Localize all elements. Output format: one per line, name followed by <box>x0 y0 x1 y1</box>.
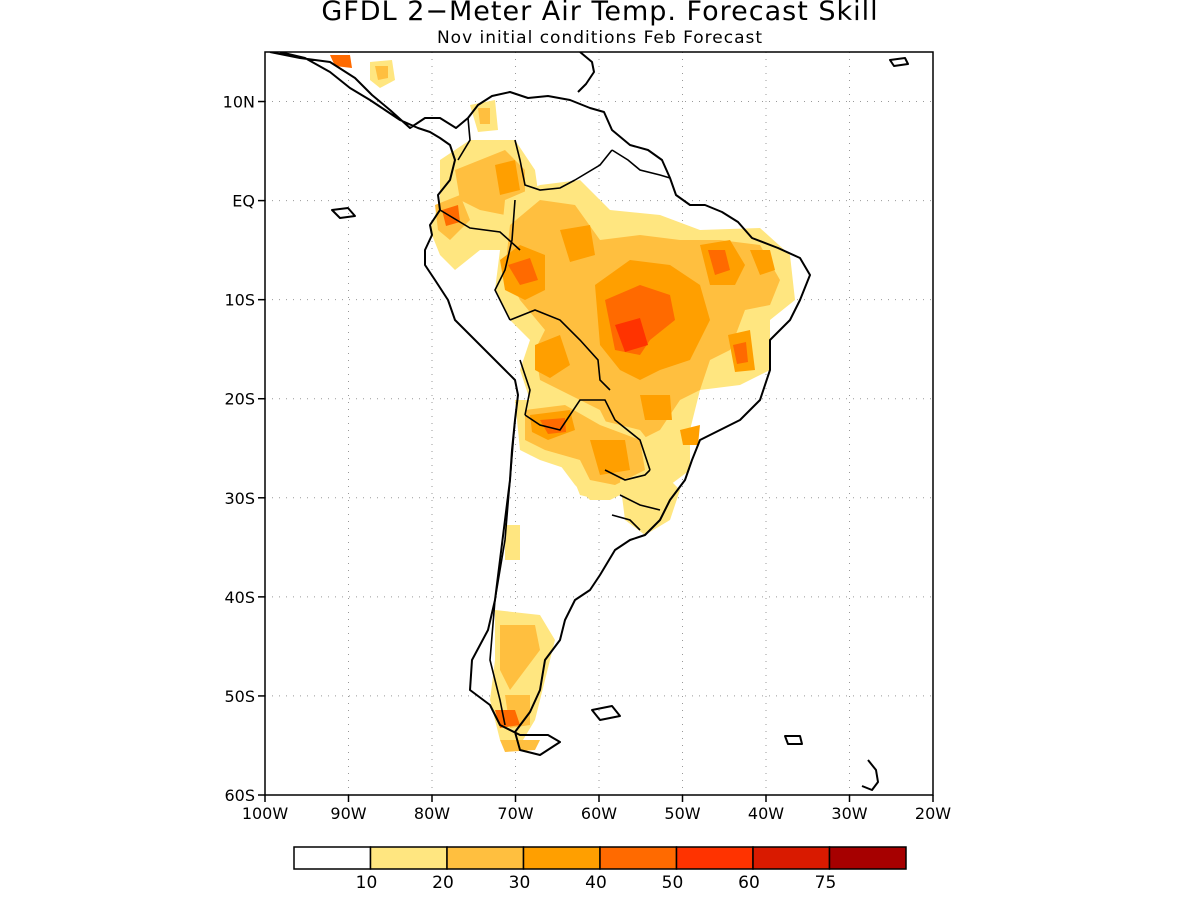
legend-swatch <box>599 846 678 870</box>
x-tick-label: 30W <box>831 804 867 823</box>
y-tick-label: 30S <box>224 489 255 508</box>
x-tick-label: 90W <box>330 804 366 823</box>
x-tick-label: 70W <box>497 804 533 823</box>
axis-labels: 100W 90W 80W 70W 60W 50W 40W 30W 20W 10N EQ 10S 20S 3… <box>223 93 952 823</box>
x-tick-label: 60W <box>581 804 617 823</box>
legend-swatch <box>752 846 831 870</box>
map-title: GFDL 2−Meter Air Temp. Forecast Skill <box>321 0 879 27</box>
y-tick-label: 10S <box>224 291 255 310</box>
skill-shading <box>330 55 795 752</box>
x-tick-label: 20W <box>915 804 951 823</box>
legend-label: 50 <box>662 873 684 893</box>
legend-swatch <box>828 846 907 870</box>
x-tick-label: 80W <box>414 804 450 823</box>
y-tick-label: 40S <box>224 588 255 607</box>
y-tick-label: 60S <box>224 786 255 805</box>
legend-swatch <box>446 846 525 870</box>
y-tick-label: 50S <box>224 687 255 706</box>
country-borders <box>439 117 671 726</box>
coastlines <box>269 52 909 791</box>
legend-label: 30 <box>509 873 531 893</box>
legend-label: 20 <box>432 873 454 893</box>
legend-swatch <box>522 846 601 870</box>
map-subtitle: Nov initial conditions Feb Forecast <box>436 28 764 48</box>
y-tick-label: 20S <box>224 390 255 409</box>
legend-label: 10 <box>356 873 378 893</box>
color-legend: 10 20 30 40 50 60 75 <box>293 846 907 893</box>
x-tick-label: 40W <box>748 804 784 823</box>
legend-swatch <box>369 846 448 870</box>
legend-swatch <box>293 846 372 870</box>
legend-label: 75 <box>815 873 837 893</box>
y-tick-label: EQ <box>232 192 255 211</box>
legend-label: 60 <box>738 873 760 893</box>
y-tick-label: 10N <box>223 93 255 112</box>
legend-label: 40 <box>585 873 607 893</box>
x-tick-label: 100W <box>242 804 289 823</box>
x-tick-label: 50W <box>664 804 700 823</box>
legend-swatch <box>675 846 754 870</box>
